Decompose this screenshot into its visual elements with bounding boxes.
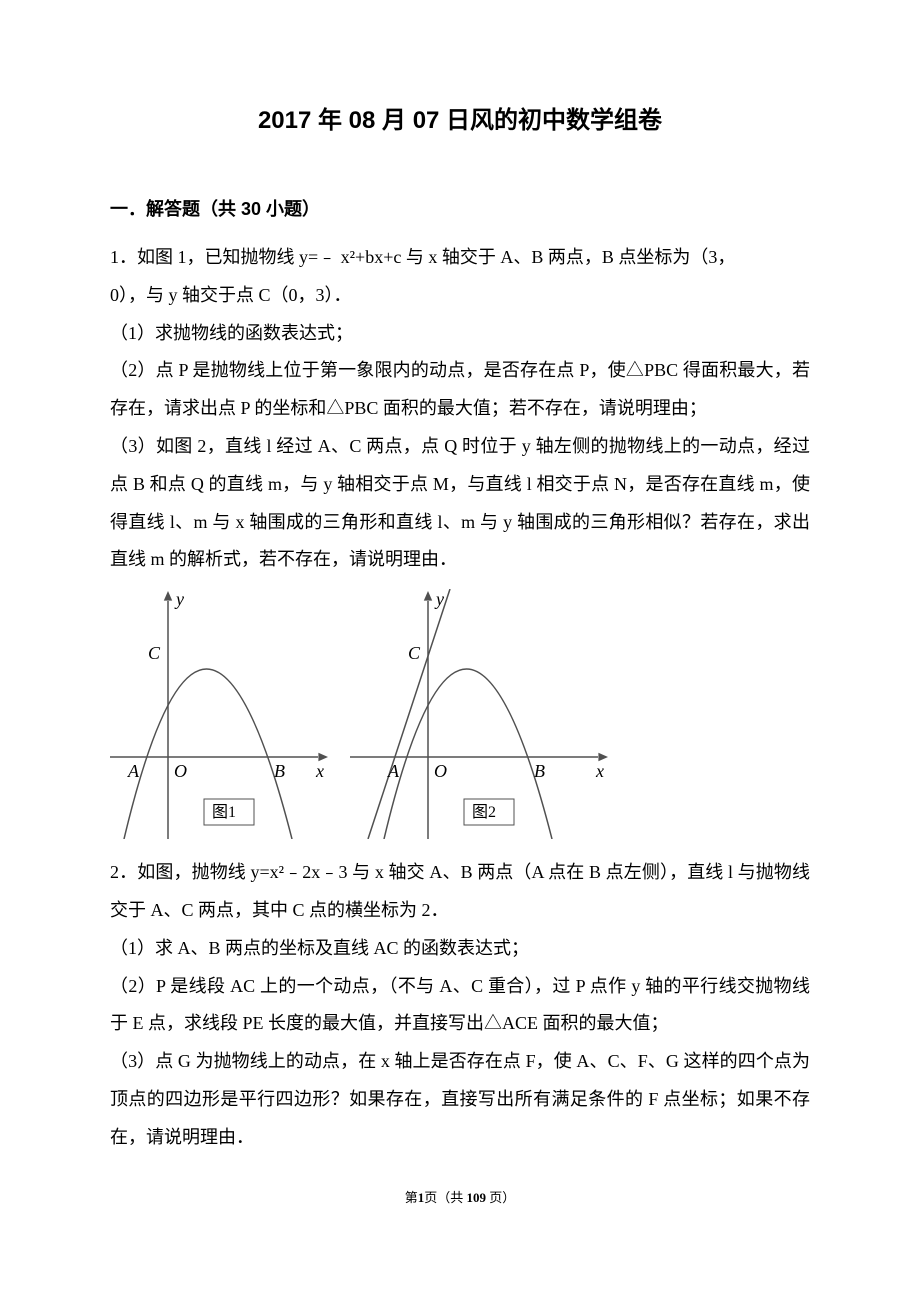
- q1-intro-line2: 0），与 y 轴交于点 C（0，3）．: [110, 277, 810, 315]
- q1-part2: （2）点 P 是抛物线上位于第一象限内的动点，是否存在点 P，使△PBC 得面积…: [110, 352, 810, 428]
- figure-2: y x A O B C 图2: [350, 589, 610, 844]
- svg-text:O: O: [174, 761, 187, 781]
- svg-text:B: B: [274, 761, 285, 781]
- q2-part1: （1）求 A、B 两点的坐标及直线 AC 的函数表达式；: [110, 930, 810, 968]
- svg-text:O: O: [434, 761, 447, 781]
- footer-prefix: 第: [405, 1190, 418, 1205]
- page-container: 2017 年 08 月 07 日风的初中数学组卷 一．解答题（共 30 小题） …: [0, 0, 920, 1266]
- section-heading: 一．解答题（共 30 小题）: [110, 195, 810, 221]
- q1-intro-line1: 1．如图 1，已知抛物线 y=﹣ x²+bx+c 与 x 轴交于 A、B 两点，…: [110, 239, 810, 277]
- q2-intro: 2．如图，抛物线 y=x²﹣2x﹣3 与 x 轴交 A、B 两点（A 点在 B …: [110, 854, 810, 930]
- svg-text:A: A: [127, 761, 140, 781]
- q1-part3: （3）如图 2，直线 l 经过 A、C 两点，点 Q 时位于 y 轴左侧的抛物线…: [110, 428, 810, 579]
- svg-text:C: C: [148, 643, 161, 663]
- svg-text:C: C: [408, 643, 421, 663]
- q1-part1: （1）求抛物线的函数表达式；: [110, 315, 810, 353]
- svg-text:y: y: [434, 589, 444, 609]
- q2-part3: （3）点 G 为抛物线上的动点，在 x 轴上是否存在点 F，使 A、C、F、G …: [110, 1043, 810, 1156]
- figure-1-svg: y x A O B C 图1: [110, 589, 330, 839]
- figures-row: y x A O B C 图1 y x A O B C 图2: [110, 589, 810, 844]
- svg-text:x: x: [315, 761, 324, 781]
- svg-text:B: B: [534, 761, 545, 781]
- footer-total: 109: [467, 1190, 487, 1205]
- svg-text:x: x: [595, 761, 604, 781]
- figure-1: y x A O B C 图1: [110, 589, 330, 844]
- footer-suffix: 页）: [489, 1190, 515, 1205]
- page-title: 2017 年 08 月 07 日风的初中数学组卷: [110, 100, 810, 135]
- page-footer: 第1页（共 109 页）: [110, 1187, 810, 1206]
- svg-text:图1: 图1: [212, 804, 236, 821]
- figure-2-svg: y x A O B C 图2: [350, 589, 610, 839]
- svg-text:y: y: [174, 589, 184, 609]
- q2-part2: （2）P 是线段 AC 上的一个动点，（不与 A、C 重合），过 P 点作 y …: [110, 968, 810, 1044]
- footer-mid: 页（共: [424, 1190, 463, 1205]
- svg-text:A: A: [387, 761, 400, 781]
- svg-text:图2: 图2: [472, 804, 496, 821]
